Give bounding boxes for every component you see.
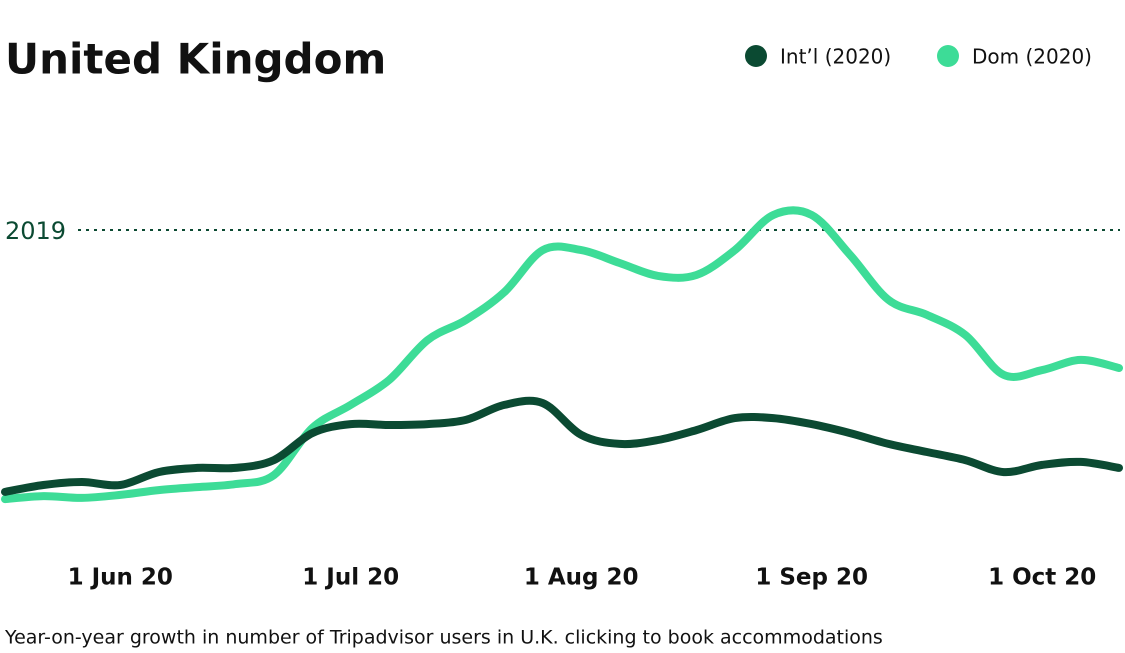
legend-marker: [745, 45, 767, 67]
x-tick-label: 1 Aug 20: [524, 565, 639, 591]
legend-marker: [937, 45, 959, 67]
line-series: [1, 206, 1123, 504]
y-tick-label: 2019: [5, 217, 66, 245]
chart-title: United Kingdom: [5, 35, 386, 84]
x-tick-label: 1 Jul 20: [302, 565, 399, 591]
x-tick-label: 1 Sep 20: [755, 565, 868, 591]
x-tick-label: 1 Oct 20: [988, 565, 1096, 591]
legend-label: Dom (2020): [972, 45, 1092, 69]
legend-label: Int’l (2020): [780, 45, 891, 69]
caption: Year-on-year growth in number of Tripadv…: [4, 627, 883, 649]
line-series: [1, 396, 1123, 496]
x-tick-label: 1 Jun 20: [68, 565, 173, 591]
